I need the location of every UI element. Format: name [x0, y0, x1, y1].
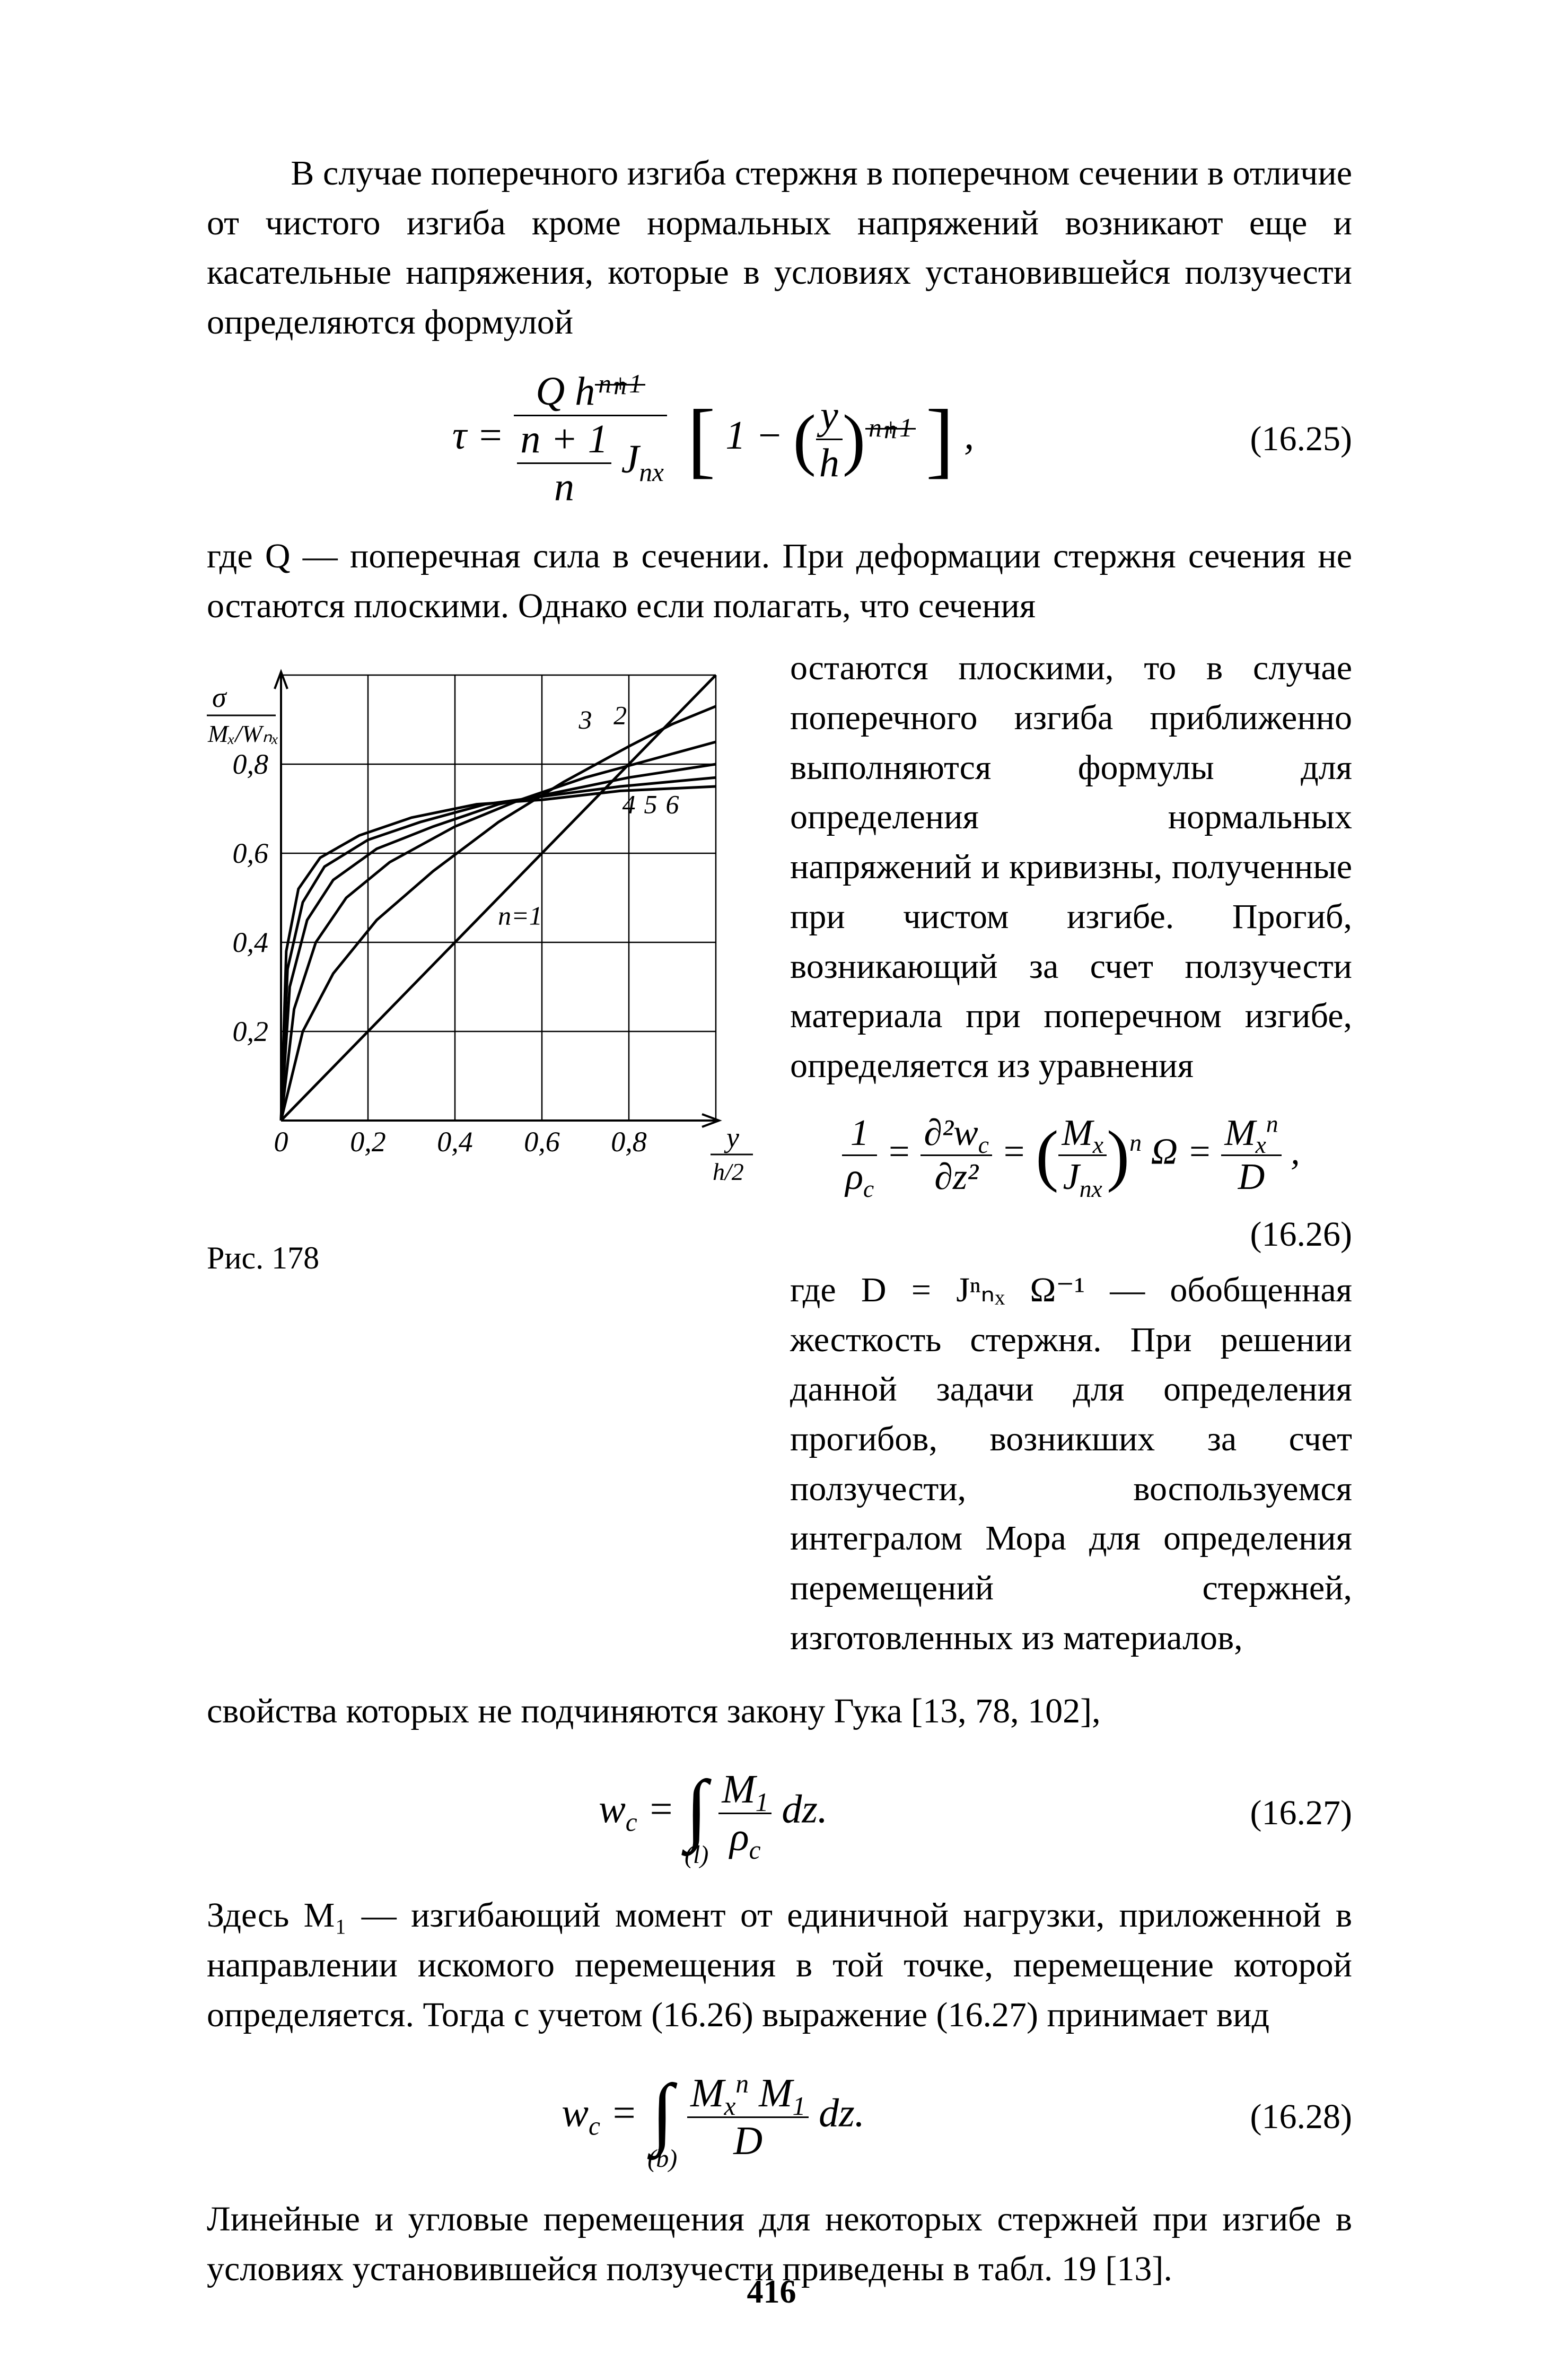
eqnum-16-27: (16.27) [1220, 1793, 1352, 1833]
paragraph-4: Здесь M₁ — изгибающий момент от единично… [207, 1891, 1352, 2040]
paragraph-2a: где Q — поперечная сила в сечении. При д… [207, 531, 1352, 631]
figure-178: 0 0,2 0,4 0,6 0,8 0,2 0,4 0,6 0,8 σ Mₓ/Wₙₓ y h/2 n=1 2… [207, 643, 758, 1276]
paragraph-3-right: где D = Jⁿₙₓ Ω⁻¹ — обобщенная жесткость … [790, 1265, 1352, 1663]
paragraph-2b: остаются плоскими, то в случае поперечно… [790, 643, 1352, 1090]
svg-text:0,6: 0,6 [233, 837, 269, 869]
svg-text:4: 4 [623, 790, 636, 819]
svg-text:n=1: n=1 [498, 901, 542, 931]
eqnum-16-25: (16.25) [1220, 419, 1352, 459]
svg-text:h/2: h/2 [713, 1158, 744, 1185]
svg-text:6: 6 [666, 790, 679, 819]
svg-text:σ: σ [212, 681, 227, 713]
svg-text:0,6: 0,6 [524, 1126, 560, 1158]
equation-16-28: wc = ∫(b) Mxn M1D dz. (16.28) [207, 2061, 1352, 2173]
svg-text:0,2: 0,2 [233, 1016, 269, 1047]
chart-svg: 0 0,2 0,4 0,6 0,8 0,2 0,4 0,6 0,8 σ Mₓ/Wₙₓ y h/2 n=1 2… [207, 643, 758, 1216]
svg-text:0,4: 0,4 [233, 926, 269, 958]
paragraph-3-bottom: свойства которых не подчиняются закону Г… [207, 1686, 1352, 1736]
svg-text:Mₓ/Wₙₓ: Mₓ/Wₙₓ [207, 720, 279, 747]
svg-text:3: 3 [578, 705, 592, 734]
eqnum-16-28: (16.28) [1220, 2097, 1352, 2137]
svg-text:0: 0 [274, 1126, 288, 1158]
page: В случае поперечного изгиба стержня в по… [0, 0, 1543, 2380]
svg-text:0,4: 0,4 [437, 1126, 473, 1158]
svg-text:y: y [724, 1122, 739, 1153]
figure-caption: Рис. 178 [207, 1240, 758, 1276]
equation-16-27: wc = ∫(l) M1ρc dz. (16.27) [207, 1757, 1352, 1869]
paragraph-1: В случае поперечного изгиба стержня в по… [207, 148, 1352, 347]
svg-text:0,8: 0,8 [611, 1126, 647, 1158]
svg-text:2: 2 [613, 701, 627, 730]
svg-text:0,2: 0,2 [350, 1126, 386, 1158]
svg-text:0,8: 0,8 [233, 748, 269, 780]
page-number: 416 [747, 2273, 796, 2311]
eqnum-16-26: (16.26) [790, 1214, 1352, 1255]
equation-16-26: 1ρc = ∂²wc∂z² = (MxJnx)n Ω = MxnD , [790, 1112, 1352, 1198]
equation-16-25: τ = Q hn+1n n + 1n Jnx [ 1 − (yh)n+1n ] … [207, 369, 1352, 510]
svg-text:5: 5 [644, 790, 657, 819]
